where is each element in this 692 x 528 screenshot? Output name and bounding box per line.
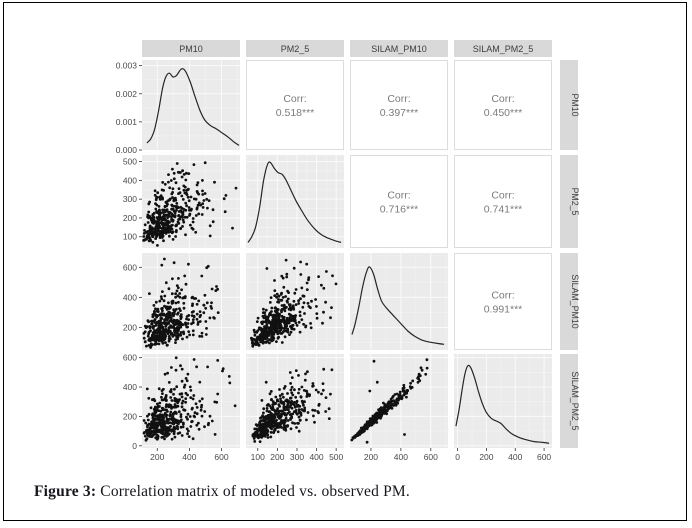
y-tick-label: 600 [123, 353, 137, 363]
scatter-points [250, 258, 338, 348]
row-strip-SILAM_PM10: SILAM_PM10 [560, 253, 580, 350]
column-strip-label: SILAM_PM10 [371, 44, 427, 54]
corr-label: Corr: [491, 290, 514, 302]
x-tick-label: 300 [290, 452, 304, 462]
y-tick-label: 500 [123, 157, 137, 167]
y-tick-label: 200 [123, 213, 137, 223]
panel-r1c1-density [246, 155, 344, 248]
corr-label: Corr: [491, 190, 514, 202]
panel-r0c3-corr: Corr: 0.450*** [454, 60, 552, 150]
panel-grid [350, 354, 448, 448]
column-strip-SILAM_PM10: SILAM_PM10 [350, 40, 448, 57]
y-tick-label: 200 [123, 322, 137, 332]
x-tick-label: 400 [182, 452, 196, 462]
corr-value: 0.518*** [276, 107, 315, 119]
row-strip-PM2_5: PM2_5 [560, 155, 580, 248]
figure-caption: Figure 3: Correlation matrix of modeled … [34, 483, 654, 501]
corr-label: Corr: [491, 93, 514, 105]
corr-value: 0.397*** [380, 107, 419, 119]
panel-grid [142, 60, 240, 150]
row-strip-SILAM_PM2_5: SILAM_PM2_5 [560, 354, 580, 448]
y-tick-label: 0 [132, 441, 137, 451]
x-tick-label: 500 [329, 452, 343, 462]
panel-r1c3-corr: Corr: 0.741*** [454, 155, 552, 248]
panel-r0c2-corr: Corr: 0.397*** [350, 60, 448, 150]
density-curve [351, 266, 445, 345]
x-tick-label: 0 [455, 452, 460, 462]
panel-r3c1-scatter [246, 354, 344, 448]
row-strip-label: SILAM_PM2_5 [570, 371, 580, 430]
panel-r2c3-corr: Corr: 0.991*** [454, 253, 552, 350]
corr-label: Corr: [387, 93, 410, 105]
row-strip-label: PM2_5 [570, 188, 580, 216]
x-tick-label: 200 [270, 452, 284, 462]
x-tick-label: 100 [251, 452, 265, 462]
caption-text: Correlation matrix of modeled vs. observ… [96, 483, 410, 500]
scatter-points [251, 367, 334, 443]
row-strip-label: PM10 [570, 94, 580, 117]
panel-r1c0-scatter [142, 155, 240, 248]
y-tick-label: 400 [123, 292, 137, 302]
corr-label: Corr: [283, 93, 306, 105]
panel-r3c0-scatter [142, 354, 240, 448]
x-tick-label: 200 [150, 452, 164, 462]
x-tick-label: 400 [508, 452, 522, 462]
density-curve [146, 68, 240, 146]
corr-value: 0.450*** [484, 107, 523, 119]
panel-grid [350, 253, 448, 350]
scatter-points [350, 358, 429, 444]
axis-ticks: 200 400 600 100 200 300 400 500 200 400 600 0 200 400… [116, 61, 552, 462]
panel-r2c2-density [350, 253, 448, 350]
column-strip-PM2_5: PM2_5 [246, 40, 344, 57]
panel-r2c1-scatter [246, 253, 344, 350]
panel-r3c3-density [454, 354, 552, 448]
column-strip-label: SILAM_PM2_5 [473, 44, 534, 54]
panel-r1c2-corr: Corr: 0.716*** [350, 155, 448, 248]
y-tick-label: 0.000 [116, 145, 138, 155]
panel-r2c0-scatter [142, 253, 240, 350]
corr-value: 0.716*** [380, 204, 419, 216]
panel-r3c2-scatter [350, 354, 448, 448]
corr-label: Corr: [387, 190, 410, 202]
y-tick-label: 0.001 [116, 117, 138, 127]
y-tick-label: 0.003 [116, 61, 138, 71]
x-tick-label: 400 [309, 452, 323, 462]
corr-value: 0.991*** [484, 304, 523, 316]
row-strip-label: SILAM_PM10 [570, 274, 580, 328]
scatter-points [142, 257, 220, 349]
y-tick-label: 600 [123, 262, 137, 272]
y-tick-label: 300 [123, 194, 137, 204]
y-tick-label: 400 [123, 382, 137, 392]
column-strip-SILAM_PM2_5: SILAM_PM2_5 [454, 40, 552, 57]
x-tick-label: 600 [424, 452, 438, 462]
caption-label: Figure 3: [34, 483, 97, 500]
y-tick-label: 100 [123, 232, 137, 242]
panel-r0c0-density [142, 60, 240, 150]
row-strip-PM10: PM10 [560, 60, 580, 150]
corr-value: 0.741*** [484, 204, 523, 216]
x-tick-label: 200 [364, 452, 378, 462]
scatter-points [142, 161, 238, 247]
column-strip-label: PM10 [179, 44, 203, 54]
x-tick-label: 200 [479, 452, 493, 462]
x-tick-label: 600 [537, 452, 551, 462]
panel-grid [246, 354, 344, 448]
x-tick-label: 400 [394, 452, 408, 462]
panel-grid [454, 354, 552, 448]
panel-r0c1-corr: Corr: 0.518*** [246, 60, 344, 150]
column-strip-label: PM2_5 [281, 44, 310, 54]
y-tick-label: 0.002 [116, 89, 138, 99]
x-tick-label: 600 [214, 452, 228, 462]
scatter-points [142, 356, 237, 442]
column-strip-PM10: PM10 [142, 40, 240, 57]
y-tick-label: 200 [123, 411, 137, 421]
y-tick-label: 400 [123, 175, 137, 185]
density-curve [455, 364, 550, 444]
density-curve [247, 161, 342, 243]
